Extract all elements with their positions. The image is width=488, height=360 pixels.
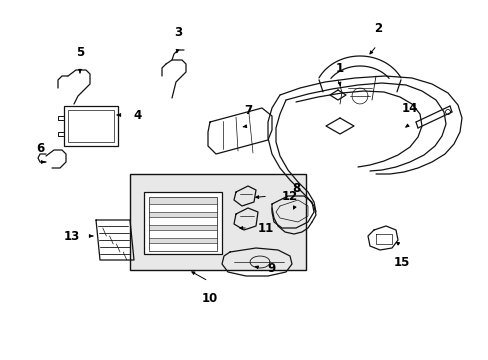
Text: 7: 7: [244, 104, 251, 117]
Text: 15: 15: [393, 256, 409, 269]
Text: 8: 8: [291, 181, 300, 194]
Text: 11: 11: [257, 221, 274, 234]
Text: 9: 9: [267, 261, 276, 274]
Text: 5: 5: [76, 45, 84, 59]
Text: 13: 13: [64, 230, 80, 243]
Text: 14: 14: [401, 102, 417, 114]
Text: 6: 6: [36, 141, 44, 154]
Text: 2: 2: [373, 22, 381, 35]
Bar: [68, 110, 114, 142]
Bar: [143, 192, 222, 254]
Text: 3: 3: [174, 26, 182, 39]
Text: 12: 12: [281, 189, 298, 202]
Text: 10: 10: [202, 292, 218, 305]
Text: 4: 4: [134, 108, 142, 122]
Bar: [149, 243, 217, 251]
Bar: [149, 217, 217, 225]
Text: 1: 1: [335, 62, 344, 75]
Bar: [149, 197, 217, 249]
Bar: [149, 230, 217, 238]
Bar: [149, 204, 217, 212]
Bar: [64, 106, 118, 146]
Bar: [130, 174, 305, 270]
